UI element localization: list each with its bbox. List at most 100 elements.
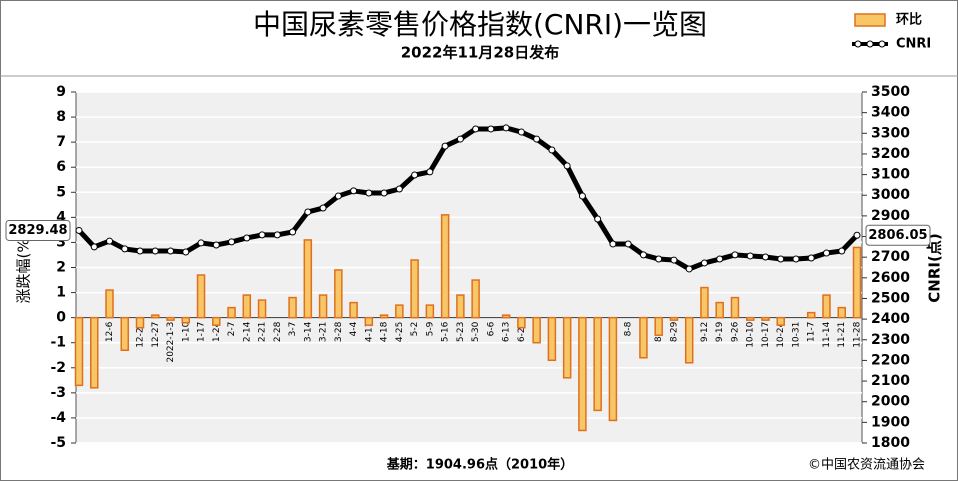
y2-tick-label: 3200	[871, 146, 910, 162]
x-tick-label: 8-29	[669, 321, 679, 342]
bar	[151, 314, 160, 319]
cnri-point	[655, 255, 663, 263]
cnri-point	[319, 204, 327, 212]
x-tick-label: 2-7	[227, 322, 237, 337]
cnri-point	[90, 243, 98, 251]
y2-tick-label: 2000	[871, 394, 910, 410]
x-tick-label: 9-19	[715, 321, 725, 342]
y-tick-label: 3	[56, 234, 66, 250]
chart-title: 中国尿素零售价格指数(CNRI)一览图	[253, 8, 707, 41]
bar	[440, 214, 450, 319]
x-tick-label: 3-7	[288, 322, 298, 337]
legend-marker	[854, 40, 862, 48]
bar	[166, 316, 175, 321]
legend-marker	[866, 40, 874, 48]
cnri-point	[441, 142, 449, 150]
cnri-point	[578, 192, 586, 200]
y-tick-label: 9	[56, 84, 66, 100]
x-tick-label: 2-28	[273, 321, 283, 342]
x-tick-label: 9-26	[730, 321, 740, 342]
bar	[745, 316, 755, 321]
y-tick-label: 5	[56, 184, 66, 200]
y2-tick-label: 2300	[871, 332, 910, 348]
legend-swatch	[854, 13, 886, 27]
x-tick-label: 10-24	[776, 321, 786, 347]
y-tick-label: -5	[50, 435, 66, 451]
cnri-point	[426, 168, 434, 176]
cnri-point	[670, 256, 678, 264]
x-tick-label: 4-4	[349, 321, 359, 336]
cnri-point	[167, 247, 175, 255]
bar	[303, 239, 313, 319]
cnri-point	[228, 238, 236, 246]
bar	[684, 316, 694, 364]
y-tick-label: -1	[50, 335, 66, 351]
bar	[837, 306, 846, 319]
bar	[196, 274, 206, 319]
cnri-point	[136, 247, 144, 255]
cnri-point	[700, 259, 708, 267]
cnri-point	[594, 215, 602, 223]
cnri-point	[289, 228, 297, 236]
bar	[425, 304, 435, 319]
legend-marker	[878, 40, 886, 48]
bar	[547, 316, 557, 362]
cnri-line	[77, 125, 859, 272]
bar	[761, 316, 770, 321]
cnri-point	[395, 185, 403, 193]
bar	[181, 316, 191, 324]
bar	[318, 294, 328, 319]
y2-tick-label: 2100	[871, 373, 910, 389]
x-tick-label: 3-28	[334, 321, 344, 342]
cnri-point	[685, 265, 693, 273]
y-tick-label: 6	[56, 159, 66, 175]
y2-axis-title: CNRI(点)	[926, 233, 944, 302]
x-tick-label: 2022-1-3	[166, 322, 176, 363]
y-tick-label: 7	[56, 134, 66, 150]
cnri-point	[365, 189, 373, 197]
cnri-point	[838, 247, 846, 255]
y-tick-label: 4	[56, 209, 66, 225]
cnri-point	[197, 239, 205, 247]
bar	[105, 289, 114, 319]
x-tick-label: 11-28	[853, 321, 863, 347]
bar	[471, 279, 480, 319]
x-tick-label: 9-12	[700, 322, 710, 342]
y2-tick-label: 2200	[871, 352, 910, 368]
x-tick-label: 10-31	[791, 322, 801, 348]
cnri-point	[273, 231, 281, 239]
bar	[700, 286, 709, 319]
cnri-point	[777, 255, 785, 263]
value-label: 2806.05	[868, 228, 927, 243]
chart-subtitle: 2022年11月28日发布	[401, 44, 560, 62]
cnri-point	[472, 125, 480, 133]
x-tick-label: 12-20	[136, 321, 146, 347]
cnri-point	[258, 231, 266, 239]
cnri-point	[533, 135, 541, 143]
bar	[593, 316, 602, 412]
bar	[654, 316, 663, 336]
cnri-point	[212, 241, 220, 249]
cnri-point	[731, 251, 739, 259]
y-tick-label: 1	[56, 285, 66, 301]
y2-tick-label: 2400	[871, 311, 910, 327]
bar	[120, 316, 130, 351]
y-tick-label: -4	[50, 410, 66, 426]
y-tick-label: -3	[50, 385, 66, 401]
bar	[257, 299, 267, 319]
value-label: 2829.48	[8, 223, 67, 238]
legend-label: 环比	[896, 12, 922, 28]
x-tick-label: 12-27	[151, 322, 161, 348]
cnri-point	[487, 125, 495, 133]
bar	[364, 316, 374, 326]
x-tick-label: 11-7	[807, 322, 817, 342]
cnri-point	[822, 249, 830, 257]
footer-copyright: ©中国农资流通协会	[808, 458, 925, 473]
cnri-point	[807, 254, 815, 262]
cnri-point	[304, 208, 312, 216]
bar	[410, 259, 419, 319]
bar	[715, 301, 724, 319]
x-tick-label: 5-30	[471, 321, 481, 342]
cnri-point	[624, 240, 632, 248]
